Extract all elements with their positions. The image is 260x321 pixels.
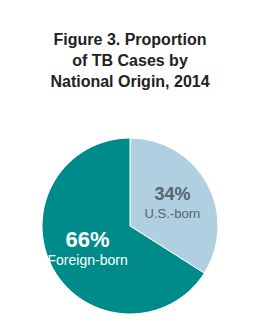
title: Figure 3. Proportion of TB Cases by Nation… bbox=[50, 31, 209, 90]
title-line: of TB Cases by bbox=[72, 52, 188, 69]
pct-label: 66% bbox=[66, 227, 110, 252]
title-line: Figure 3. Proportion bbox=[54, 31, 207, 48]
title-line: National Origin, 2014 bbox=[50, 73, 209, 90]
data-labels: 34% U.S.-born 66%Foreign-born bbox=[48, 184, 201, 268]
chart-svg: Figure 3. Proportion of TB Cases by Nation… bbox=[0, 0, 260, 321]
category-label: Foreign-born bbox=[48, 252, 128, 268]
category-label: U.S.-born bbox=[145, 206, 201, 221]
pie-slice bbox=[42, 138, 204, 314]
pct-label: 34% bbox=[154, 184, 190, 204]
pie bbox=[42, 138, 218, 314]
